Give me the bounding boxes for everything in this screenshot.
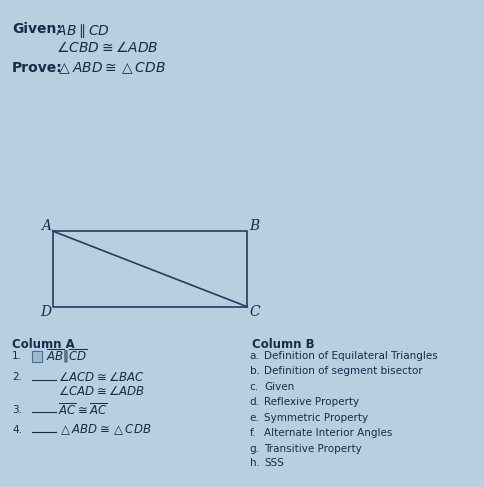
- Text: Column B: Column B: [252, 338, 314, 352]
- Text: D: D: [41, 305, 51, 318]
- Text: Prove:: Prove:: [12, 61, 63, 75]
- Text: e.: e.: [249, 413, 259, 423]
- Text: $\angle CBD \cong \angle ADB$: $\angle CBD \cong \angle ADB$: [56, 40, 158, 55]
- Text: b.: b.: [249, 366, 259, 376]
- Text: $\angle CAD \cong \angle ADB$: $\angle CAD \cong \angle ADB$: [58, 385, 145, 398]
- Text: Symmetric Property: Symmetric Property: [264, 413, 368, 423]
- Text: $\angle ACD \cong \angle BAC$: $\angle ACD \cong \angle BAC$: [58, 371, 145, 384]
- Text: $\triangle ABD \cong \triangle CDB$: $\triangle ABD \cong \triangle CDB$: [56, 61, 166, 76]
- Text: 4.: 4.: [12, 425, 22, 434]
- Text: Definition of segment bisector: Definition of segment bisector: [264, 366, 422, 376]
- Text: SSS: SSS: [264, 458, 284, 468]
- Text: Alternate Interior Angles: Alternate Interior Angles: [264, 429, 392, 438]
- Text: d.: d.: [249, 397, 259, 407]
- Text: $\overline{AB} \| \overline{CD}$: $\overline{AB} \| \overline{CD}$: [46, 348, 88, 365]
- Bar: [31, 351, 42, 362]
- Text: g.: g.: [249, 444, 259, 454]
- Text: Given: Given: [264, 382, 294, 392]
- Text: $\triangle ABD \cong \triangle CDB$: $\triangle ABD \cong \triangle CDB$: [58, 422, 151, 437]
- Text: C: C: [249, 305, 259, 318]
- Text: Reflexive Property: Reflexive Property: [264, 397, 359, 407]
- Text: 1.: 1.: [12, 352, 22, 361]
- Text: 2.: 2.: [12, 373, 22, 382]
- Text: $\overline{AC} \cong \overline{AC}$: $\overline{AC} \cong \overline{AC}$: [58, 402, 107, 418]
- Text: Given:: Given:: [12, 22, 62, 36]
- Text: f.: f.: [249, 429, 256, 438]
- Text: 3.: 3.: [12, 405, 22, 415]
- Text: h.: h.: [249, 458, 259, 468]
- Text: Transitive Property: Transitive Property: [264, 444, 362, 454]
- Text: B: B: [249, 220, 259, 233]
- Text: c.: c.: [249, 382, 258, 392]
- Text: $AB \parallel CD$: $AB \parallel CD$: [56, 22, 109, 40]
- Text: a.: a.: [249, 351, 259, 360]
- Text: Column A: Column A: [12, 338, 75, 352]
- Text: Definition of Equilateral Triangles: Definition of Equilateral Triangles: [264, 351, 437, 360]
- Text: A: A: [41, 220, 51, 233]
